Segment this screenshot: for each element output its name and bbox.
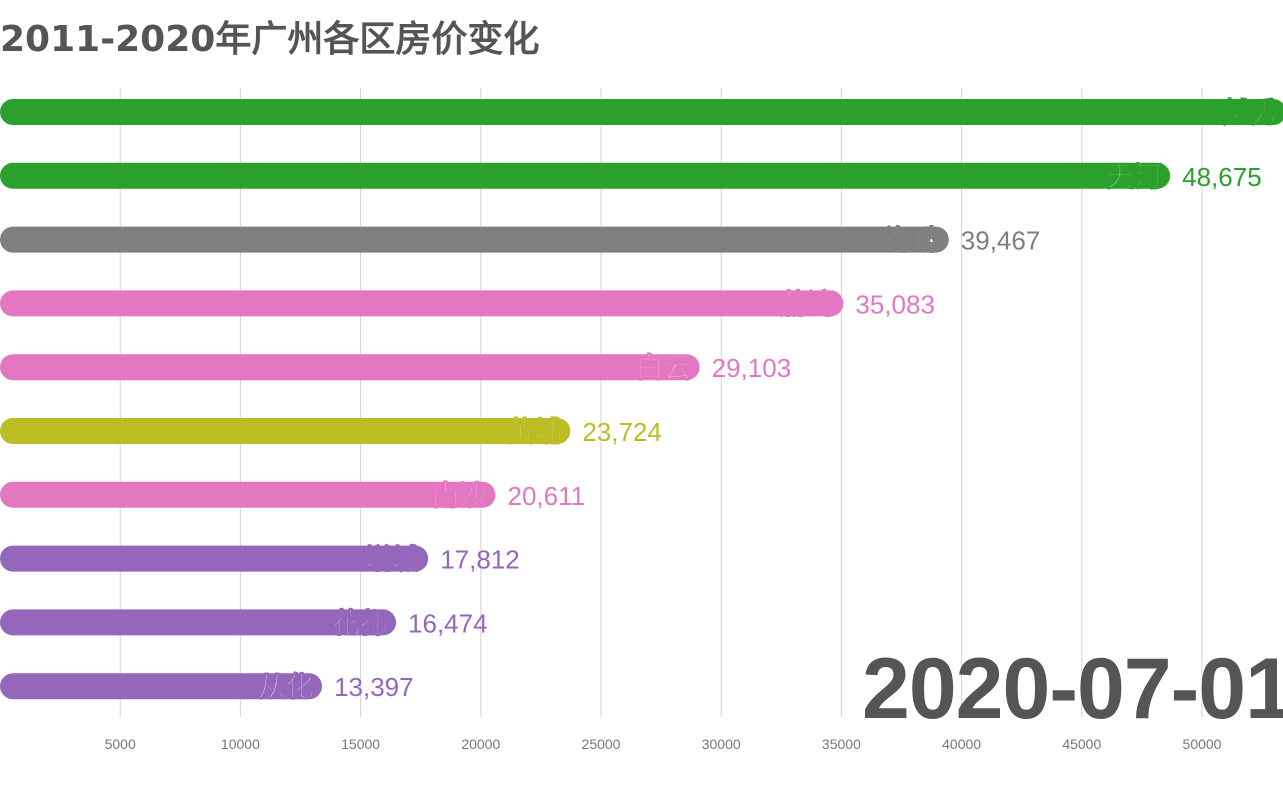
bar-row: 黄埔 23,724 (0, 415, 662, 449)
bar-row: 天河 48,675 (0, 159, 1262, 193)
bar-value-label: 23,724 (582, 417, 662, 447)
x-tick-label: 50000 (1183, 736, 1222, 752)
bar-category-label: 越秀 (1222, 96, 1278, 129)
bar-value-label: 48,675 (1182, 162, 1262, 192)
x-tick-label: 45000 (1062, 736, 1101, 752)
x-tick-label: 20000 (461, 736, 500, 752)
x-tick-label: 15000 (341, 736, 380, 752)
x-tick-label: 30000 (702, 736, 741, 752)
bar-row: 从化 13,397 (0, 670, 414, 704)
bar (0, 162, 1171, 189)
bar-value-label: 35,083 (855, 289, 935, 319)
bar-row: 增城 17,812 (0, 542, 520, 576)
chart-title: 2011-2020年广州各区房价变化 (0, 19, 540, 60)
bar-value-label: 20,611 (507, 481, 585, 511)
x-tick-label: 5000 (105, 736, 136, 752)
bar (0, 545, 429, 572)
bar (0, 481, 496, 508)
bar (0, 290, 844, 317)
bar-category-label: 花都 (332, 606, 388, 639)
bar-category-label: 从化 (258, 670, 314, 703)
x-tick-label: 35000 (822, 736, 861, 752)
bar-value-label: 16,474 (408, 608, 488, 638)
x-tick-label: 40000 (942, 736, 981, 752)
bar (0, 673, 323, 700)
bar-category-label: 增城 (364, 543, 420, 576)
bar (0, 354, 700, 381)
date-label: 2020-07-01 (862, 641, 1283, 737)
bar-value-label: 39,467 (961, 226, 1041, 256)
bar (0, 609, 397, 636)
bar (0, 226, 949, 253)
bar (0, 99, 1283, 125)
bar-row: 白云 29,103 (0, 351, 792, 385)
bar-row: 南沙 20,611 (0, 478, 585, 512)
bar-category-label: 荔湾 (779, 287, 835, 320)
bar (0, 418, 571, 444)
bar-value-label: 17,812 (440, 545, 520, 575)
bar-value-label: 13,397 (334, 672, 414, 702)
bar-category-label: 南沙 (431, 479, 487, 512)
bar-row: 荔湾 35,083 (0, 287, 935, 321)
gridlines: 5000 10000 15000 20000 25000 30000 35000 40000 4… (105, 88, 1222, 752)
bar-category-label: 天河 (1106, 160, 1162, 193)
bar-row: 越秀 (0, 96, 1283, 130)
x-tick-label: 25000 (582, 736, 621, 752)
bar-row: 海珠 39,467 (0, 223, 1041, 257)
bar-category-label: 黄埔 (506, 415, 562, 448)
bar-category-label: 海珠 (885, 224, 942, 257)
bar-category-label: 白云 (636, 351, 692, 384)
bar-row: 花都 16,474 (0, 606, 488, 640)
x-tick-label: 10000 (221, 736, 260, 752)
bar-value-label: 29,103 (712, 353, 792, 383)
